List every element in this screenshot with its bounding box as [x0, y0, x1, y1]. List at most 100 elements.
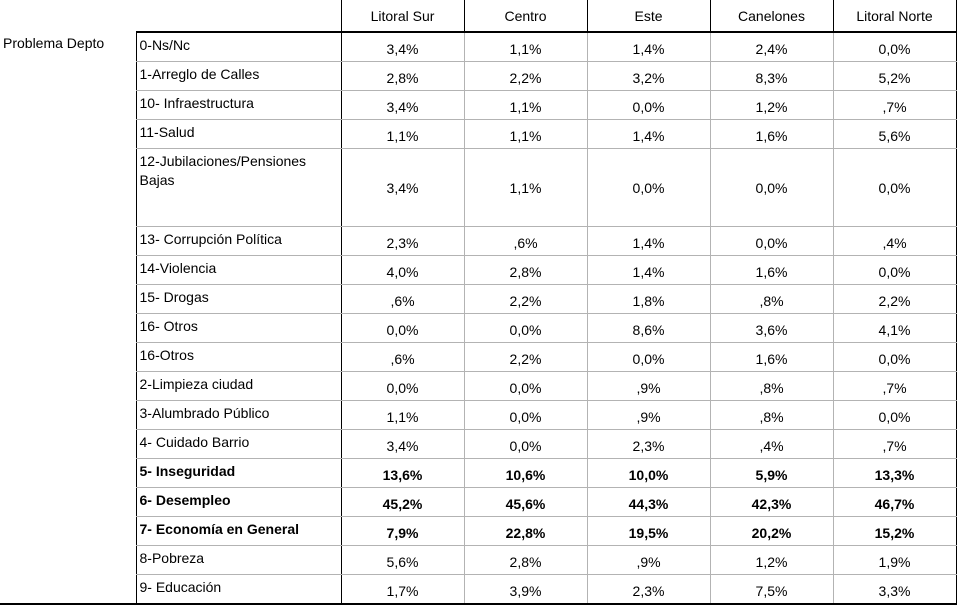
table-row: 9- Educación 1,7% 3,9% 2,3% 7,5% 3,3%: [0, 574, 957, 605]
row-label: 8-Pobreza: [135, 545, 342, 575]
value-cell: 2,4%: [710, 32, 834, 62]
table-row: 16-Otros ,6% 2,2% 0,0% 1,6% 0,0%: [0, 342, 957, 372]
value-cell: 1,4%: [587, 32, 711, 62]
table-row: 13- Corrupción Política 2,3% ,6% 1,4% 0,0% ,4…: [0, 226, 957, 256]
value-cell: 0,0%: [833, 342, 957, 372]
column-header-centro: Centro: [463, 0, 588, 33]
table-row: 4- Cuidado Barrio 3,4% 0,0% 2,3% ,4% ,7%: [0, 429, 957, 459]
value-cell: ,7%: [833, 429, 957, 459]
table-row: 5- Inseguridad 13,6% 10,6% 10,0% 5,9% 13,3%: [0, 458, 957, 488]
value-cell: ,8%: [710, 400, 834, 430]
value-cell: 3,9%: [464, 574, 588, 605]
value-cell: 5,2%: [833, 61, 957, 91]
value-cell: 0,0%: [587, 148, 711, 227]
table-row: 10- Infraestructura 3,4% 1,1% 0,0% 1,2% ,7%: [0, 90, 957, 120]
row-group-label: Problema Depto: [0, 32, 136, 605]
value-cell: 8,6%: [587, 313, 711, 343]
value-cell: 0,0%: [587, 90, 711, 120]
value-cell: 3,4%: [341, 148, 465, 227]
table-row: 16- Otros 0,0% 0,0% 8,6% 3,6% 4,1%: [0, 313, 957, 343]
value-cell: ,8%: [710, 371, 834, 401]
value-cell: 19,5%: [587, 516, 711, 546]
value-cell: 1,7%: [341, 574, 465, 605]
value-cell: 2,3%: [341, 226, 465, 256]
value-cell: 1,1%: [341, 119, 465, 149]
row-label: 15- Drogas: [135, 284, 342, 314]
row-label: 3-Alumbrado Público: [135, 400, 342, 430]
value-cell: 4,0%: [341, 255, 465, 285]
value-cell: 1,8%: [587, 284, 711, 314]
value-cell: 10,6%: [464, 458, 588, 488]
value-cell: 3,2%: [587, 61, 711, 91]
row-label: 14-Violencia: [135, 255, 342, 285]
value-cell: 1,1%: [341, 400, 465, 430]
value-cell: 0,0%: [341, 313, 465, 343]
value-cell: 1,6%: [710, 119, 834, 149]
value-cell: 2,3%: [587, 429, 711, 459]
value-cell: ,9%: [587, 545, 711, 575]
value-cell: 0,0%: [710, 226, 834, 256]
table-row: 14-Violencia 4,0% 2,8% 1,4% 1,6% 0,0%: [0, 255, 957, 285]
row-label: 2-Limpieza ciudad: [135, 371, 342, 401]
table-row: 11-Salud 1,1% 1,1% 1,4% 1,6% 5,6%: [0, 119, 957, 149]
value-cell: 0,0%: [464, 371, 588, 401]
value-cell: 3,4%: [341, 429, 465, 459]
header-row: Litoral Sur Centro Este Canelones Litora…: [0, 0, 957, 33]
value-cell: 3,3%: [833, 574, 957, 605]
value-cell: ,9%: [587, 371, 711, 401]
row-label: 16- Otros: [135, 313, 342, 343]
row-label: 9- Educación: [135, 574, 342, 605]
value-cell: 3,4%: [341, 90, 465, 120]
value-cell: 1,1%: [464, 32, 588, 62]
value-cell: 2,8%: [464, 255, 588, 285]
value-cell: ,4%: [833, 226, 957, 256]
value-cell: 0,0%: [833, 255, 957, 285]
value-cell: 8,3%: [710, 61, 834, 91]
value-cell: 10,0%: [587, 458, 711, 488]
value-cell: ,6%: [341, 284, 465, 314]
value-cell: 1,4%: [587, 119, 711, 149]
value-cell: ,7%: [833, 90, 957, 120]
value-cell: 3,4%: [341, 32, 465, 62]
header-corner-label-column: [136, 0, 341, 33]
value-cell: 1,6%: [710, 255, 834, 285]
row-label: 12-Jubilaciones/Pensiones Bajas: [135, 148, 342, 227]
table-row: 6- Desempleo 45,2% 45,6% 44,3% 42,3% 46,7%: [0, 487, 957, 517]
value-cell: 1,1%: [464, 119, 588, 149]
row-label: 0-Ns/Nc: [135, 32, 342, 62]
row-label: 11-Salud: [135, 119, 342, 149]
value-cell: 0,0%: [464, 400, 588, 430]
value-cell: 5,6%: [341, 545, 465, 575]
row-label: 13- Corrupción Política: [135, 226, 342, 256]
value-cell: 20,2%: [710, 516, 834, 546]
value-cell: 2,8%: [341, 61, 465, 91]
table-row: 8-Pobreza 5,6% 2,8% ,9% 1,2% 1,9%: [0, 545, 957, 575]
value-cell: 0,0%: [833, 400, 957, 430]
value-cell: 1,2%: [710, 545, 834, 575]
value-cell: 0,0%: [833, 32, 957, 62]
value-cell: 42,3%: [710, 487, 834, 517]
value-cell: 5,9%: [710, 458, 834, 488]
value-cell: 0,0%: [587, 342, 711, 372]
value-cell: ,7%: [833, 371, 957, 401]
value-cell: 2,2%: [464, 61, 588, 91]
value-cell: 44,3%: [587, 487, 711, 517]
value-cell: ,8%: [710, 284, 834, 314]
column-header-canelones: Canelones: [709, 0, 834, 33]
value-cell: 1,1%: [464, 90, 588, 120]
value-cell: 2,3%: [587, 574, 711, 605]
value-cell: 3,6%: [710, 313, 834, 343]
value-cell: 0,0%: [710, 148, 834, 227]
row-label: 7- Economía en General: [135, 516, 342, 546]
value-cell: 2,2%: [464, 284, 588, 314]
value-cell: 0,0%: [341, 371, 465, 401]
value-cell: ,6%: [464, 226, 588, 256]
column-header-litoral-norte: Litoral Norte: [832, 0, 957, 33]
value-cell: ,6%: [341, 342, 465, 372]
value-cell: 15,2%: [833, 516, 957, 546]
value-cell: 13,6%: [341, 458, 465, 488]
table-row: 1-Arreglo de Calles 2,8% 2,2% 3,2% 8,3% 5,2%: [0, 61, 957, 91]
value-cell: ,9%: [587, 400, 711, 430]
